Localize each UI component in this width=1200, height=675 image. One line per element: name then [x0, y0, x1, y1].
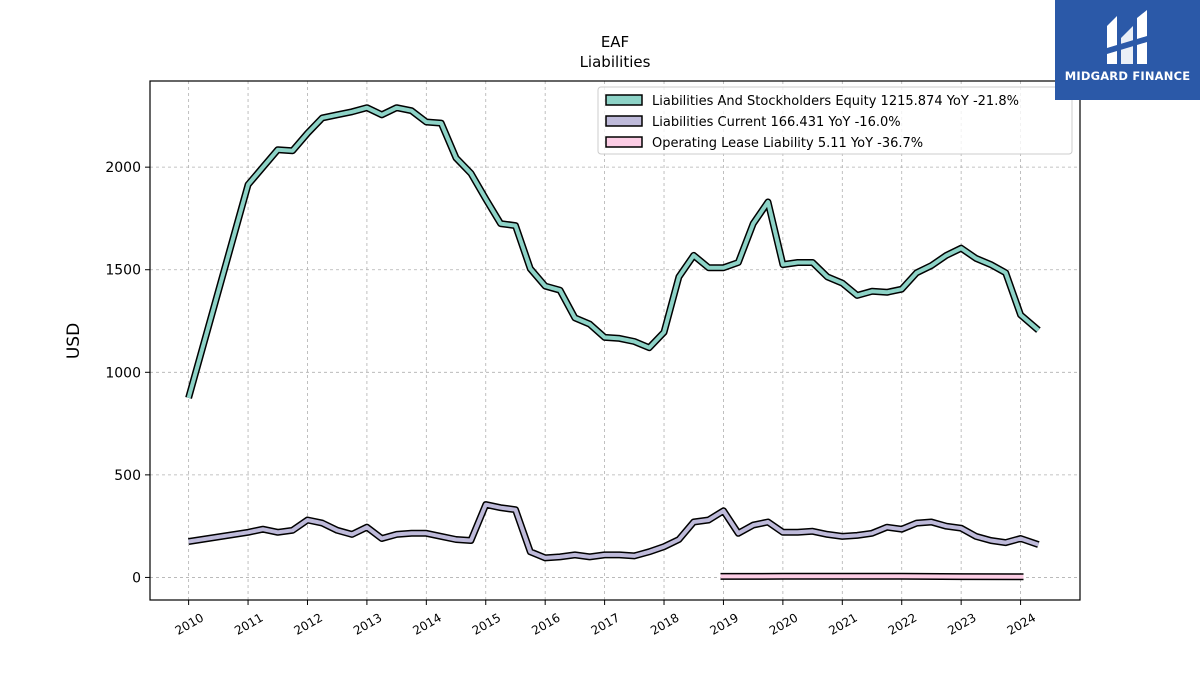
series-group	[185, 104, 1041, 581]
x-tick-label: 2012	[292, 610, 325, 637]
x-tick-label: 2011	[232, 610, 265, 637]
chart-title: EAF	[601, 33, 629, 51]
x-axis: 2010 2011 2012 2013 2014 2015 2016 2017 2018 2019…	[173, 600, 1038, 638]
x-tick-label: 2024	[1005, 610, 1038, 637]
legend-entry-label: Operating Lease Liability 5.11 YoY -36.7…	[652, 136, 923, 151]
x-tick-label: 2023	[945, 610, 978, 637]
x-tick-label: 2022	[886, 610, 919, 637]
x-tick-label: 2013	[351, 610, 384, 637]
series-line	[186, 105, 1040, 399]
y-tick-label: 1500	[105, 263, 141, 279]
y-tick-label: 500	[114, 468, 141, 484]
legend-swatch-1	[605, 115, 643, 127]
x-tick-label: 2019	[707, 610, 740, 637]
y-tick-label: 2000	[105, 160, 141, 176]
y-tick-label: 0	[132, 570, 141, 586]
legend-entry-label: Liabilities And Stockholders Equity 1215…	[652, 94, 1019, 109]
legend-swatch-2	[605, 136, 643, 148]
x-tick-label: 2010	[173, 610, 206, 637]
legend-entry-label: Liabilities Current 166.431 YoY -16.0%	[652, 115, 901, 130]
plot-area-frame	[149, 80, 1081, 601]
series-2	[720, 572, 1024, 581]
x-tick-label: 2015	[470, 610, 503, 637]
y-axis: 0 500 1000 1500 2000	[105, 160, 150, 586]
series-0	[185, 104, 1041, 399]
legend: Liabilities And Stockholders Equity 1215…	[597, 86, 1073, 155]
x-tick-label: 2016	[529, 610, 562, 637]
midgard-logo-icon	[1107, 10, 1147, 64]
x-tick-label: 2020	[767, 610, 800, 637]
series-line-outline	[188, 501, 1040, 562]
x-tick-label: 2021	[826, 610, 859, 637]
chart-subtitle: Liabilities	[580, 53, 651, 71]
y-tick-label: 1000	[105, 365, 141, 381]
y-axis-label: USD	[64, 323, 84, 359]
brand-name: MIDGARD FINANCE	[1064, 69, 1191, 83]
x-tick-label: 2014	[410, 610, 443, 637]
grid	[150, 81, 1080, 600]
x-tick-label: 2017	[589, 610, 622, 637]
brand-badge: MIDGARD FINANCE	[1055, 0, 1200, 100]
series-line	[188, 502, 1040, 560]
legend-swatch-0	[605, 94, 643, 106]
legend-frame	[597, 86, 1073, 155]
series-line	[720, 574, 1024, 579]
x-tick-label: 2018	[648, 610, 681, 637]
series-1	[188, 501, 1040, 562]
